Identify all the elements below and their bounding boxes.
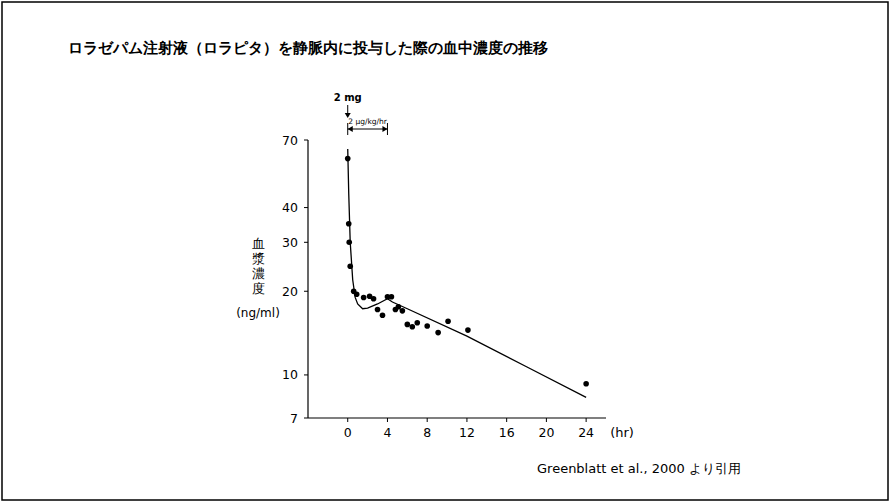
y-tick-label: 20 <box>282 284 298 299</box>
x-axis <box>308 417 606 418</box>
plot-area <box>345 149 589 397</box>
data-point <box>361 295 367 301</box>
data-point <box>445 318 451 324</box>
y-tick-label: 7 <box>290 411 298 426</box>
x-tick <box>506 418 507 422</box>
y-tick <box>304 242 308 243</box>
y-tick-label: 70 <box>282 133 298 148</box>
data-point <box>371 296 377 302</box>
data-point <box>375 307 381 313</box>
y-tick <box>304 374 308 375</box>
y-tick <box>304 418 308 419</box>
x-tick <box>347 418 348 422</box>
x-tick <box>466 418 467 422</box>
x-tick-label: 4 <box>383 425 391 440</box>
data-point <box>380 312 386 318</box>
title: ロラゼパム注射液（ロラピタ）を静脈内に投与した際の血中濃度の推移 <box>68 39 548 57</box>
y-tick-label: 40 <box>282 200 298 215</box>
y-tick <box>304 291 308 292</box>
source: Greenblatt et al., 2000 より引用 <box>537 461 741 476</box>
x-tick <box>427 418 428 422</box>
y-tick-label: 10 <box>282 367 298 382</box>
data-point <box>405 322 411 328</box>
y-tick-label: 30 <box>282 235 298 250</box>
x-tick-label: 8 <box>423 425 431 440</box>
data-point <box>346 221 352 227</box>
chart: ロラゼパム注射液（ロラピタ）を静脈内に投与した際の血中濃度の推移 7 10 20 30 4… <box>0 0 890 502</box>
x-tick <box>586 418 587 422</box>
data-point <box>400 308 406 314</box>
x-tick <box>387 418 388 422</box>
x-tick-label: 16 <box>499 425 515 440</box>
frame <box>2 2 888 500</box>
data-point <box>424 323 430 329</box>
data-point <box>346 239 352 245</box>
data-point <box>410 324 416 330</box>
data-point <box>465 327 471 333</box>
y-axis <box>307 140 308 418</box>
x-tick-label: 20 <box>538 425 554 440</box>
annotation-label: 2 μg/kg/hr <box>348 117 388 126</box>
x-tick-label: 12 <box>459 425 475 440</box>
x-axis-label: (hr) <box>610 425 634 440</box>
x-tick <box>546 418 547 422</box>
y-axis-label: 血漿濃度 <box>252 236 265 296</box>
x-tick-label: 0 <box>344 425 352 440</box>
data-point <box>435 330 441 336</box>
x-tick-label: 24 <box>578 425 594 440</box>
annotation-label: 2 mg <box>334 92 362 103</box>
data-point <box>583 381 589 387</box>
fit-line <box>348 149 586 397</box>
y-tick <box>304 207 308 208</box>
data-point <box>389 294 395 300</box>
y-axis-unit: (ng/ml) <box>236 306 280 320</box>
data-point <box>414 320 420 326</box>
y-tick <box>304 140 308 141</box>
